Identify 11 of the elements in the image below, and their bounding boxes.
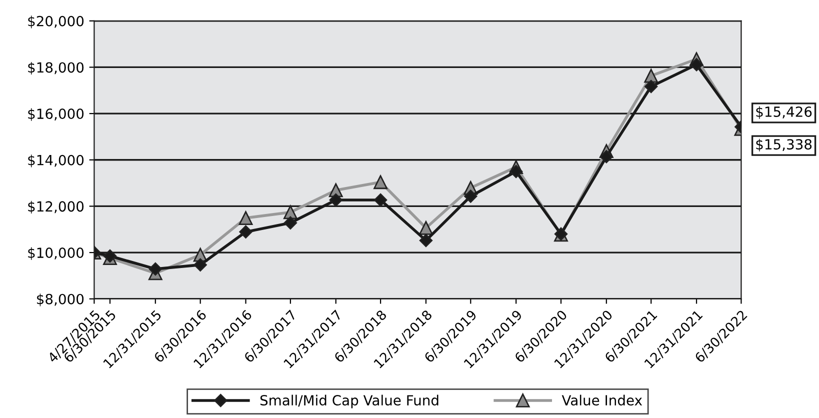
- y-tick-label: $20,000: [28, 16, 84, 28]
- y-tick-label: $14,000: [28, 154, 84, 168]
- legend-label: Small/Mid Cap Value Fund: [260, 394, 438, 408]
- y-tick-label: $12,000: [28, 200, 84, 214]
- y-tick-label: $18,000: [28, 62, 84, 75]
- y-tick-label: $10,000: [28, 247, 84, 260]
- data-label: $15,426: [756, 106, 812, 119]
- data-label: $15,338: [756, 138, 812, 152]
- y-tick-label: $16,000: [28, 108, 84, 121]
- y-tick-label: $8,000: [37, 294, 84, 306]
- legend-label: Value Index: [562, 394, 642, 406]
